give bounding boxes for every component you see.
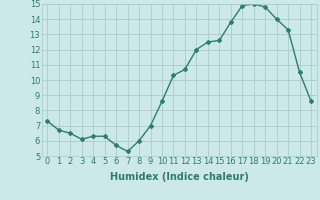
- X-axis label: Humidex (Indice chaleur): Humidex (Indice chaleur): [110, 172, 249, 182]
